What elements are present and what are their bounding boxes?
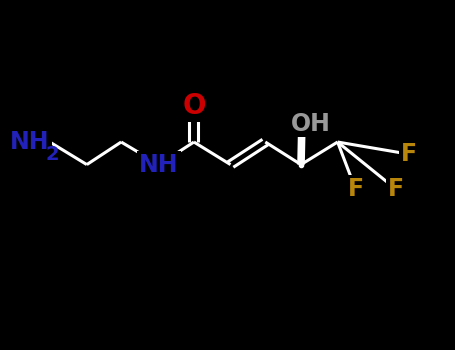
Text: F: F xyxy=(388,177,404,201)
Text: NH: NH xyxy=(10,130,50,154)
Text: O: O xyxy=(182,92,206,120)
Text: F: F xyxy=(401,142,417,166)
Text: 2: 2 xyxy=(45,145,59,164)
Text: OH: OH xyxy=(291,112,331,135)
Text: NH: NH xyxy=(139,153,179,177)
Text: •: • xyxy=(289,112,301,131)
Text: F: F xyxy=(347,177,364,201)
